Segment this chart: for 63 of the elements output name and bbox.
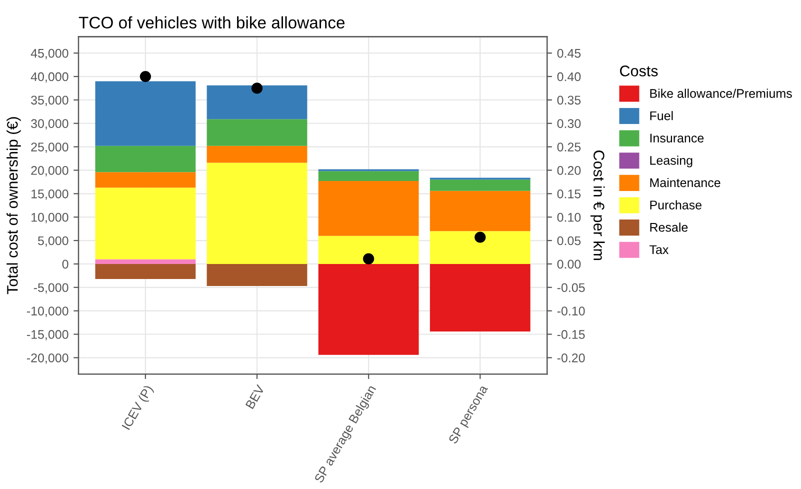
point [251,82,263,94]
y-tick-label: 45,000 [30,48,68,60]
legend-label: Tax [650,245,669,254]
legend-label: Fuel [650,111,673,120]
bar [430,180,530,191]
legend-label: Insurance [650,134,704,143]
y-tick-label: -15,000 [26,330,68,340]
bar [318,264,419,355]
bar [318,236,419,264]
bar [318,181,419,236]
y2-tick-label: 0.25 [557,142,581,152]
bar [95,264,196,279]
y-tick-label: -10,000 [26,306,68,317]
bar [206,264,308,286]
y2-tick-label: 0.15 [557,189,581,198]
point [474,232,486,243]
y-tick-label: 15,000 [32,189,68,200]
y-tick-label: -20,000 [26,353,68,364]
legend-label: Resale [650,222,688,232]
legend-label: Leasing [650,156,692,168]
y2-tick-label: -0.15 [557,330,585,339]
y2-tick-label: -0.20 [557,353,585,362]
y-tick-label: 25,000 [31,142,68,153]
legend-label: Maintenance [650,178,720,188]
y2-tick-label: 0.40 [557,72,581,82]
y2-tick-label: -0.10 [557,306,585,316]
chart-title: TCO of vehicles with bike allowance [78,16,345,29]
y-tick-label: 40,000 [30,72,68,83]
bar [206,85,308,120]
y2-axis-title: Cost in € per km [590,150,605,260]
point [363,253,374,264]
y2-tick-label: 0.30 [557,119,581,128]
bar [430,264,530,332]
point [140,70,151,82]
bar [95,146,196,172]
bar [318,171,419,182]
bar [206,146,308,163]
y-tick-label: 0 [62,260,68,269]
bar [95,188,196,260]
bar [95,259,196,264]
y2-tick-label: 0.00 [557,260,581,269]
y2-tick-label: 0.05 [557,236,581,246]
y-tick-label: -5,000 [34,283,68,294]
bar [430,231,530,264]
y2-tick-label: 0.20 [557,166,581,175]
y-tick-label: 5,000 [38,236,68,247]
y-tick-label: 10,000 [32,212,68,224]
y-axis-title: Total cost of ownership (€) [6,117,21,294]
legend-title: Costs [620,66,658,76]
y2-tick-label: 0.35 [557,96,581,105]
y-tick-label: 35,000 [31,96,68,106]
y2-tick-label: -0.05 [557,283,585,292]
bar [95,172,196,188]
y2-tick-label: 0.10 [557,212,581,222]
bar [95,81,196,146]
y2-tick-label: 0.45 [557,48,581,58]
bar [206,162,308,264]
y-tick-label: 20,000 [31,166,68,176]
legend-label: Purchase [650,200,702,210]
bar [206,119,308,146]
y-tick-label: 30,000 [31,119,68,130]
bar [430,190,530,232]
legend-label: Bike allowance/Premiums [650,88,792,98]
